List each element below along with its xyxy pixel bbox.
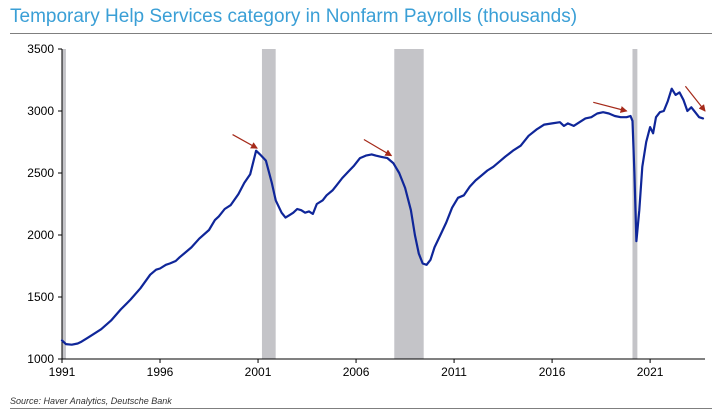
series-lines <box>60 87 705 346</box>
peak-arrow-4 <box>684 85 706 112</box>
recession-band-2 <box>261 49 276 359</box>
axes <box>58 48 705 363</box>
y-tick-label: 1000 <box>27 352 54 366</box>
series-line-1 <box>60 87 705 346</box>
x-tick-label: 2021 <box>637 365 664 379</box>
peak-arrow-1 <box>232 134 258 149</box>
y-tick-label: 1500 <box>27 290 54 304</box>
trend-arrows <box>232 85 706 157</box>
y-tick-label: 2000 <box>27 228 54 242</box>
chart-title: Temporary Help Services category in Nonf… <box>10 6 578 27</box>
x-tick-label: 2006 <box>343 365 370 379</box>
x-tick-label: 2001 <box>245 365 272 379</box>
peak-arrow-3 <box>593 101 628 113</box>
x-tick-label: 2011 <box>441 365 467 379</box>
source-note: Source: Haver Analytics, Deutsche Bank <box>10 396 172 406</box>
recession-band-1 <box>62 49 66 359</box>
y-tick-label: 3500 <box>27 42 54 56</box>
tick-labels: 1000 1500 2000 2500 3000 3500 1991 1996 2001 2006… <box>27 42 663 379</box>
y-tick-label: 3000 <box>27 104 54 118</box>
y-tick-label: 2500 <box>27 166 54 180</box>
x-tick-label: 1991 <box>49 365 76 379</box>
footer-divider <box>10 408 712 409</box>
title-divider <box>10 33 712 34</box>
x-tick-label: 2016 <box>539 365 566 379</box>
recession-bands <box>62 49 638 359</box>
x-tick-label: 1996 <box>147 365 174 379</box>
peak-arrow-2 <box>363 139 393 157</box>
